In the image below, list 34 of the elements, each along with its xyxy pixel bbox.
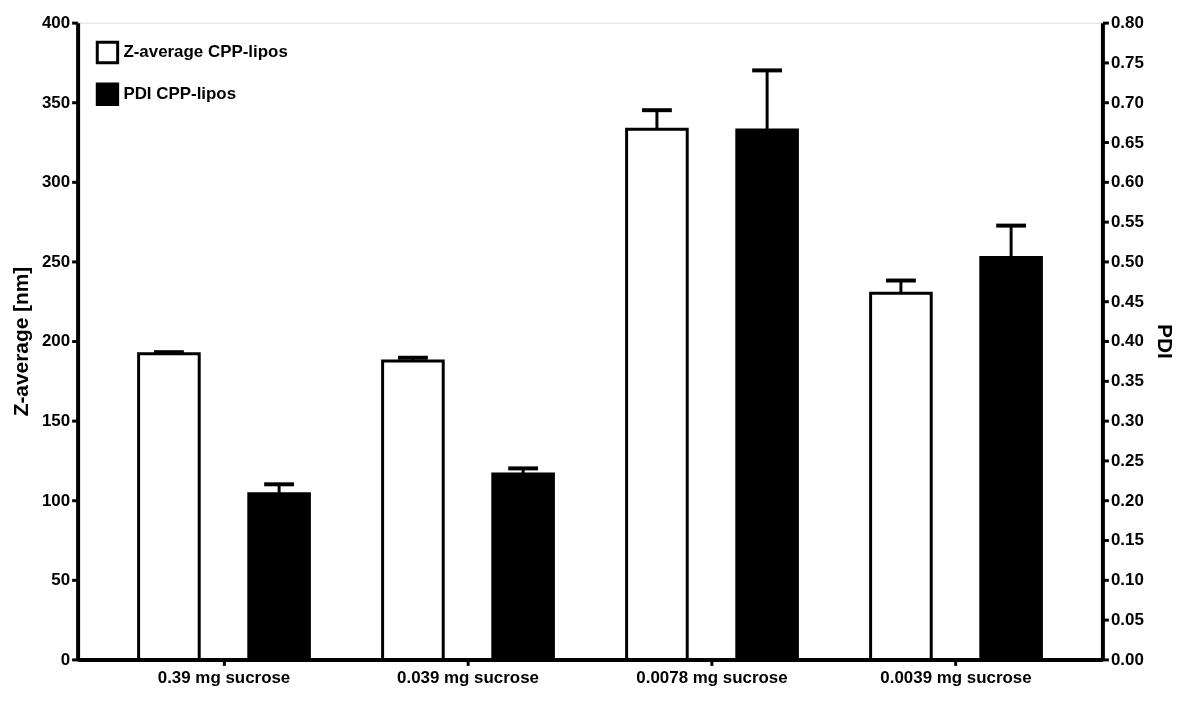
y-tick-label: 50 [51,570,71,590]
y-tick-label: 150 [41,411,71,431]
y2-tick-label: 0.00 [1110,649,1144,669]
y2-tick-label: 0.45 [1110,291,1144,311]
x-tick-label: 0.0039 mg sucrose [880,667,1032,687]
y2-tick-label: 0.80 [1110,13,1144,33]
y-tick-label: 300 [41,172,71,192]
y-tick-label: 350 [41,92,71,112]
y-axis-title: Z-average [nm] [8,266,32,417]
y2-axis-title: PDI [1153,324,1177,359]
y2-tick-label: 0.30 [1110,411,1144,431]
y2-tick-label: 0.75 [1110,52,1144,72]
y2-tick-label: 0.55 [1110,212,1144,232]
y2-tick-label: 0.60 [1110,172,1144,192]
y-tick-label: 250 [41,251,71,271]
y2-tick-label: 0.15 [1110,530,1144,550]
y2-tick-label: 0.35 [1110,371,1144,391]
legend-label: PDI CPP-lipos [123,84,237,104]
y2-tick-label: 0.05 [1110,610,1144,630]
y-tick-label: 100 [41,490,71,510]
y2-tick-label: 0.20 [1110,490,1144,510]
y-tick-label: 0 [60,649,71,669]
x-tick-label: 0.039 mg sucrose [397,667,539,687]
legend-label: Z-average CPP-lipos [123,42,288,62]
y-tick-label: 400 [41,13,71,33]
x-tick-label: 0.0078 mg sucrose [636,667,788,687]
y2-tick-label: 0.65 [1110,132,1144,152]
y2-tick-label: 0.10 [1110,570,1144,590]
y2-tick-label: 0.50 [1110,251,1144,271]
y-tick-label: 200 [41,331,71,351]
y2-tick-label: 0.25 [1110,450,1144,470]
y2-tick-label: 0.70 [1110,92,1144,112]
x-tick-label: 0.39 mg sucrose [157,667,291,687]
y2-tick-label: 0.40 [1110,331,1144,351]
